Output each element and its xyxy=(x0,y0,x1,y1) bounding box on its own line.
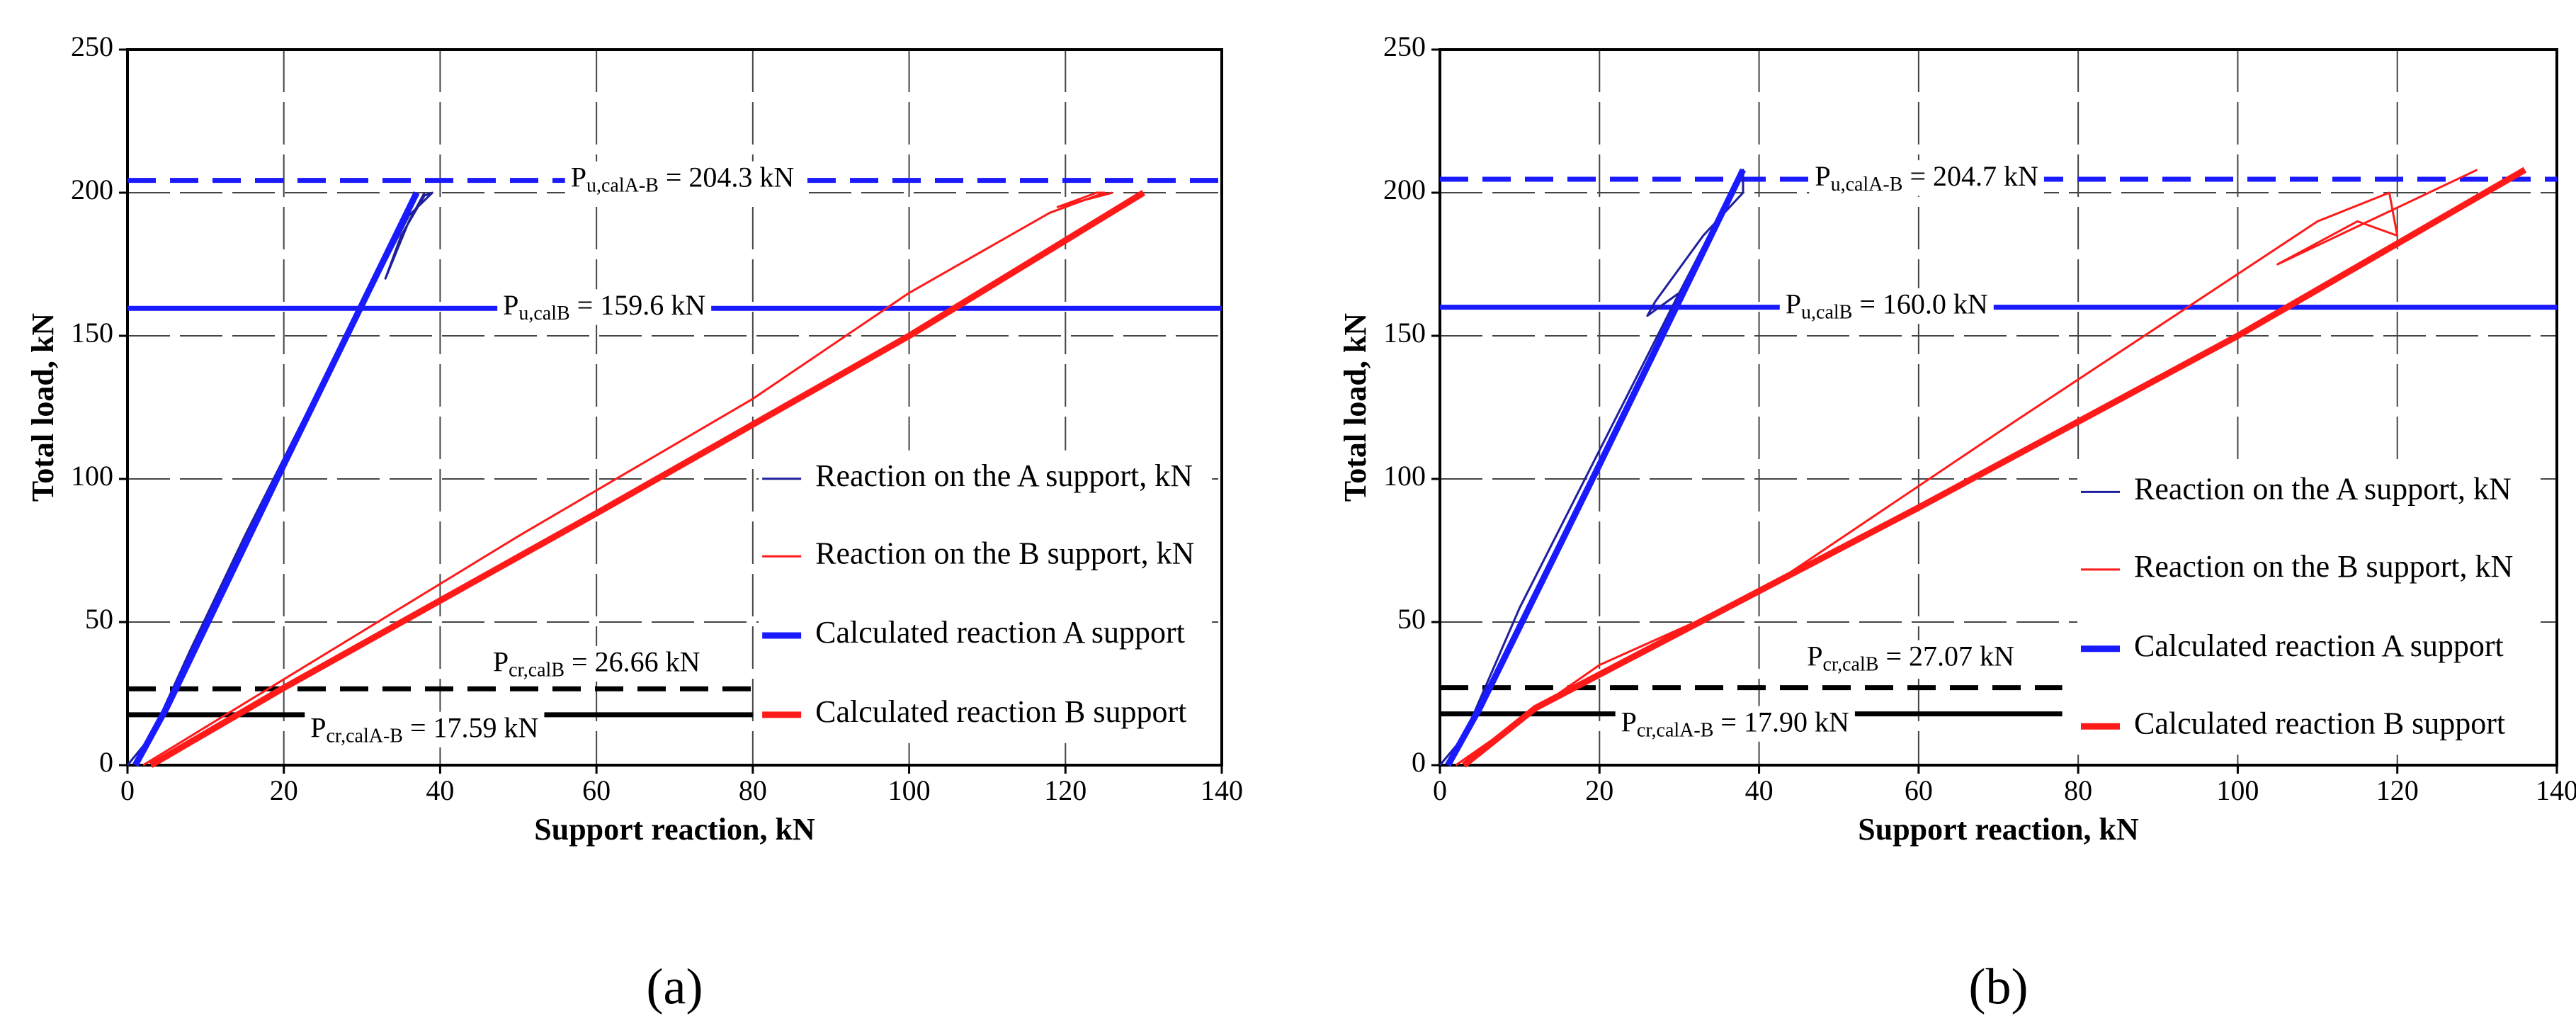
annotation-sub: cr,calB xyxy=(1823,654,1879,676)
plot-frame xyxy=(126,48,1223,767)
annotation-rest: = 204.7 kN xyxy=(1902,160,2038,192)
legend-label: Reaction on the A support, kN xyxy=(815,458,1193,493)
annotation-rest: = 204.3 kN xyxy=(659,162,794,193)
annotation-main: P xyxy=(503,289,518,321)
annotation-main: P xyxy=(1621,706,1637,738)
panel-label: (b) xyxy=(1969,959,2029,1015)
data-line xyxy=(1461,166,2527,768)
annotation-label: Pu,calB = 159.6 kN xyxy=(503,289,705,324)
label-background xyxy=(1779,288,1994,324)
x-axis-label: Support reaction, kN xyxy=(1858,812,2139,847)
x-tick-label: 100 xyxy=(2216,774,2259,806)
x-axis-label: Support reaction, kN xyxy=(534,812,815,847)
x-tick-label: 20 xyxy=(1585,774,1613,806)
legend-background xyxy=(2077,463,2531,755)
annotation-main: P xyxy=(571,162,586,193)
panel-label: (a) xyxy=(647,959,703,1015)
legend-background xyxy=(759,450,1213,743)
y-tick-label: 150 xyxy=(1383,317,1426,349)
x-tick-label: 120 xyxy=(1044,774,1086,806)
label-background xyxy=(1801,640,2020,676)
annotation-main: P xyxy=(1786,288,1801,320)
data-line xyxy=(142,191,1113,767)
legend-label: Calculated reaction A support xyxy=(2134,628,2504,663)
label-background xyxy=(487,645,706,682)
annotation-label: Pcr,calB = 26.66 kN xyxy=(493,646,700,682)
annotation-label: Pcr,calA-B = 17.90 kN xyxy=(1621,706,1849,742)
label-background xyxy=(497,289,712,325)
y-tick-label: 250 xyxy=(1383,30,1426,62)
legend-label: Calculated reaction A support xyxy=(815,615,1185,650)
label-background xyxy=(1809,160,2044,196)
x-tick-label: 0 xyxy=(1433,774,1447,806)
annotation-sub: cr,calA-B xyxy=(327,725,404,747)
label-background xyxy=(564,161,800,198)
x-tick-label: 80 xyxy=(739,774,767,806)
annotation-sub: cr,calA-B xyxy=(1637,720,1714,742)
annotation-rest: = 160.0 kN xyxy=(1852,288,1987,320)
annotation-label: Pu,calA-B = 204.3 kN xyxy=(571,162,795,197)
y-tick-label: 0 xyxy=(99,746,113,778)
x-tick-label: 40 xyxy=(1745,774,1774,806)
annotation-label: Pcr,calB = 27.07 kN xyxy=(1807,640,2014,676)
y-tick-label: 200 xyxy=(1383,174,1426,205)
annotation-rest: = 27.07 kN xyxy=(1878,640,2014,672)
annotation-sub: u,calB xyxy=(518,303,569,325)
data-line xyxy=(1439,169,1744,766)
y-tick-label: 50 xyxy=(85,603,113,635)
annotation-rest: = 17.90 kN xyxy=(1713,706,1849,738)
annotation-main: P xyxy=(1807,640,1822,672)
annotation-rest: = 26.66 kN xyxy=(564,646,700,678)
x-tick-label: 140 xyxy=(2536,774,2576,806)
y-tick-label: 100 xyxy=(1383,460,1426,492)
y-tick-label: 0 xyxy=(1412,746,1426,778)
annotation-label: Pcr,calA-B = 17.59 kN xyxy=(310,712,538,747)
annotation-rest: = 17.59 kN xyxy=(403,712,538,744)
x-tick-label: 140 xyxy=(1201,774,1243,806)
x-tick-label: 20 xyxy=(270,774,298,806)
x-tick-label: 60 xyxy=(582,774,611,806)
chart-panel: 0 20 40 60 80 100 120 140 0 50 100 150 200 250 Support… xyxy=(1338,30,2576,1015)
annotation-sub: u,calA-B xyxy=(586,175,659,197)
annotation-sub: u,calB xyxy=(1801,302,1852,324)
legend-label: Reaction on the B support, kN xyxy=(815,536,1194,570)
annotation-sub: u,calA-B xyxy=(1831,174,1903,196)
y-tick-label: 200 xyxy=(71,174,113,205)
data-line xyxy=(1445,168,1747,767)
annotation-sub: cr,calB xyxy=(509,660,564,682)
y-axis-label: Total load, kN xyxy=(1338,313,1373,502)
y-tick-label: 150 xyxy=(71,317,113,349)
y-tick-label: 50 xyxy=(1397,603,1426,635)
x-tick-label: 100 xyxy=(888,774,931,806)
annotation-main: P xyxy=(1815,160,1830,192)
annotation-label: Pu,calB = 160.0 kN xyxy=(1786,288,1988,324)
data-line xyxy=(132,191,420,767)
y-tick-label: 100 xyxy=(71,460,113,492)
annotation-rest: = 159.6 kN xyxy=(570,289,705,321)
x-tick-label: 40 xyxy=(426,774,454,806)
y-tick-label: 250 xyxy=(71,30,113,62)
annotation-main: P xyxy=(310,712,326,744)
x-tick-label: 120 xyxy=(2376,774,2419,806)
legend-label: Reaction on the B support, kN xyxy=(2134,549,2513,584)
x-tick-label: 80 xyxy=(2064,774,2092,806)
plot-frame xyxy=(1439,48,2558,767)
legend-label: Calculated reaction B support xyxy=(2134,706,2505,740)
label-background xyxy=(305,711,545,747)
annotation-main: P xyxy=(493,646,509,678)
legend-label: Calculated reaction B support xyxy=(815,694,1186,729)
legend-label: Reaction on the A support, kN xyxy=(2134,471,2512,506)
chart-panel: 0 20 40 60 80 100 120 140 0 50 100 150 200 250 Support… xyxy=(25,30,1243,1015)
label-background xyxy=(1615,706,1855,742)
data-line xyxy=(149,190,1145,768)
x-tick-label: 60 xyxy=(1905,774,1933,806)
x-tick-label: 0 xyxy=(120,774,135,806)
annotation-label: Pu,calA-B = 204.7 kN xyxy=(1815,160,2038,196)
y-axis-label: Total load, kN xyxy=(25,313,60,502)
